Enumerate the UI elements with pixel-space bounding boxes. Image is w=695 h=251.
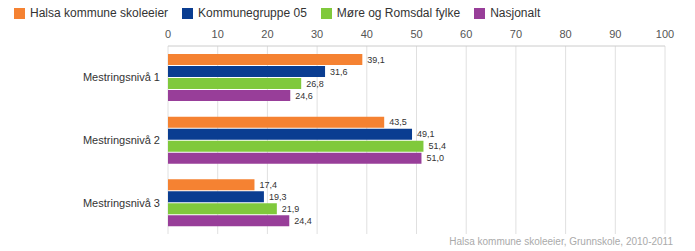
svg-text:10: 10 — [212, 28, 224, 40]
svg-text:30: 30 — [311, 28, 323, 40]
svg-text:24,6: 24,6 — [295, 91, 313, 101]
svg-text:21,9: 21,9 — [282, 204, 300, 214]
svg-text:19,3: 19,3 — [269, 192, 287, 202]
svg-text:Mestringsnivå 2: Mestringsnivå 2 — [83, 134, 160, 146]
svg-text:39,1: 39,1 — [367, 55, 385, 65]
svg-text:40: 40 — [361, 28, 373, 40]
svg-text:17,4: 17,4 — [259, 180, 277, 190]
svg-text:26,8: 26,8 — [306, 79, 324, 89]
svg-text:90: 90 — [609, 28, 621, 40]
svg-text:31,6: 31,6 — [330, 67, 348, 77]
svg-text:60: 60 — [460, 28, 472, 40]
svg-text:43,5: 43,5 — [389, 117, 407, 127]
svg-text:51,4: 51,4 — [428, 141, 446, 151]
html-text:Halsa kommune skoleeier, Grunn: Halsa kommune skoleeier, Grunnskole, 201… — [449, 236, 673, 247]
svg-text:0: 0 — [165, 28, 171, 40]
svg-text:Mestringsnivå 1: Mestringsnivå 1 — [83, 71, 160, 83]
svg-text:100: 100 — [656, 28, 674, 40]
html-text:Kommunegruppe 05: Kommunegruppe 05 — [198, 6, 307, 20]
svg-text:70: 70 — [510, 28, 522, 40]
svg-text:80: 80 — [559, 28, 571, 40]
html-text:Møre og Romsdal fylke: Møre og Romsdal fylke — [336, 6, 461, 20]
svg-text:Mestringsnivå 3: Mestringsnivå 3 — [83, 197, 160, 209]
svg-text:50: 50 — [410, 28, 422, 40]
svg-text:20: 20 — [261, 28, 273, 40]
html-text:Nasjonalt: Nasjonalt — [490, 6, 541, 20]
html-text:Halsa kommune skoleeier: Halsa kommune skoleeier — [30, 6, 169, 20]
svg-text:51,0: 51,0 — [426, 153, 444, 163]
svg-text:49,1: 49,1 — [417, 129, 435, 139]
svg-text:24,4: 24,4 — [294, 216, 312, 226]
